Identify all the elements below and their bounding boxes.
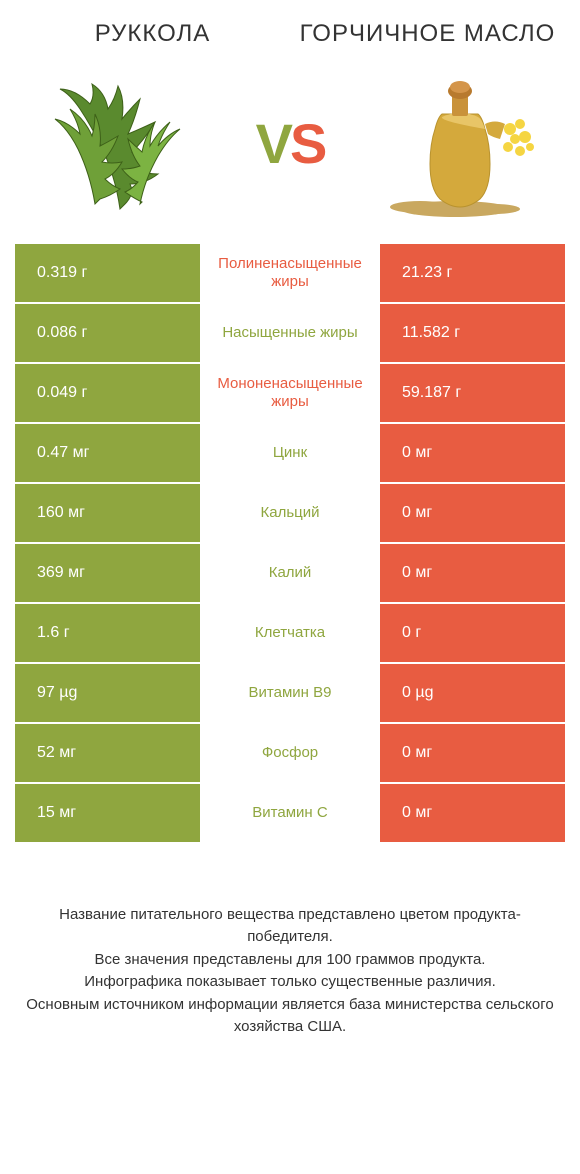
table-row: 0.049 гМононенасыщенные жиры59.187 г	[15, 364, 565, 422]
images-row: VS	[15, 69, 565, 219]
cell-right-value: 11.582 г	[380, 304, 565, 362]
cell-right-value: 0 мг	[380, 784, 565, 842]
cell-right-value: 0 мг	[380, 424, 565, 482]
cell-left-value: 160 мг	[15, 484, 200, 542]
cell-nutrient-label: Насыщенные жиры	[200, 304, 380, 362]
cell-nutrient-label: Цинк	[200, 424, 380, 482]
table-row: 0.47 мгЦинк0 мг	[15, 424, 565, 482]
cell-nutrient-label: Полиненасыщенные жиры	[200, 244, 380, 302]
vs-s: S	[290, 112, 324, 175]
cell-right-value: 21.23 г	[380, 244, 565, 302]
footer-line-4: Основным источником информации является …	[25, 994, 555, 1039]
cell-left-value: 97 µg	[15, 664, 200, 722]
cell-nutrient-label: Витамин B9	[200, 664, 380, 722]
footer-line-1: Название питательного вещества представл…	[25, 904, 555, 949]
cell-left-value: 0.086 г	[15, 304, 200, 362]
cell-left-value: 52 мг	[15, 724, 200, 782]
vs-v: V	[256, 112, 290, 175]
footer-line-2: Все значения представлены для 100 граммо…	[25, 949, 555, 972]
product-left-title: РУККОЛА	[15, 20, 290, 48]
table-row: 0.086 гНасыщенные жиры11.582 г	[15, 304, 565, 362]
vs-label: VS	[256, 111, 325, 176]
cell-left-value: 15 мг	[15, 784, 200, 842]
comparison-table: 0.319 гПолиненасыщенные жиры21.23 г0.086…	[15, 244, 565, 844]
cell-right-value: 0 µg	[380, 664, 565, 722]
table-row: 369 мгКалий0 мг	[15, 544, 565, 602]
cell-nutrient-label: Мононенасыщенные жиры	[200, 364, 380, 422]
cell-left-value: 0.47 мг	[15, 424, 200, 482]
cell-left-value: 0.049 г	[15, 364, 200, 422]
footer-line-3: Инфографика показывает только существенн…	[25, 971, 555, 994]
footer-notes: Название питательного вещества представл…	[15, 904, 565, 1039]
product-left-image	[35, 69, 205, 219]
table-row: 160 мгКальций0 мг	[15, 484, 565, 542]
cell-right-value: 59.187 г	[380, 364, 565, 422]
product-right-title: ГОРЧИЧНОЕ МАСЛО	[290, 20, 565, 49]
cell-right-value: 0 мг	[380, 724, 565, 782]
cell-nutrient-label: Фосфор	[200, 724, 380, 782]
cell-right-value: 0 мг	[380, 484, 565, 542]
arugula-icon	[40, 74, 200, 214]
table-row: 1.6 гКлетчатка0 г	[15, 604, 565, 662]
mustard-oil-icon	[380, 69, 540, 219]
cell-nutrient-label: Калий	[200, 544, 380, 602]
cell-left-value: 369 мг	[15, 544, 200, 602]
cell-right-value: 0 г	[380, 604, 565, 662]
table-row: 15 мгВитамин C0 мг	[15, 784, 565, 842]
cell-nutrient-label: Кальций	[200, 484, 380, 542]
table-row: 97 µgВитамин B90 µg	[15, 664, 565, 722]
cell-nutrient-label: Клетчатка	[200, 604, 380, 662]
cell-right-value: 0 мг	[380, 544, 565, 602]
cell-nutrient-label: Витамин C	[200, 784, 380, 842]
header: РУККОЛА ГОРЧИЧНОЕ МАСЛО	[15, 20, 565, 49]
table-row: 52 мгФосфор0 мг	[15, 724, 565, 782]
product-right-image	[375, 69, 545, 219]
cell-left-value: 1.6 г	[15, 604, 200, 662]
table-row: 0.319 гПолиненасыщенные жиры21.23 г	[15, 244, 565, 302]
cell-left-value: 0.319 г	[15, 244, 200, 302]
